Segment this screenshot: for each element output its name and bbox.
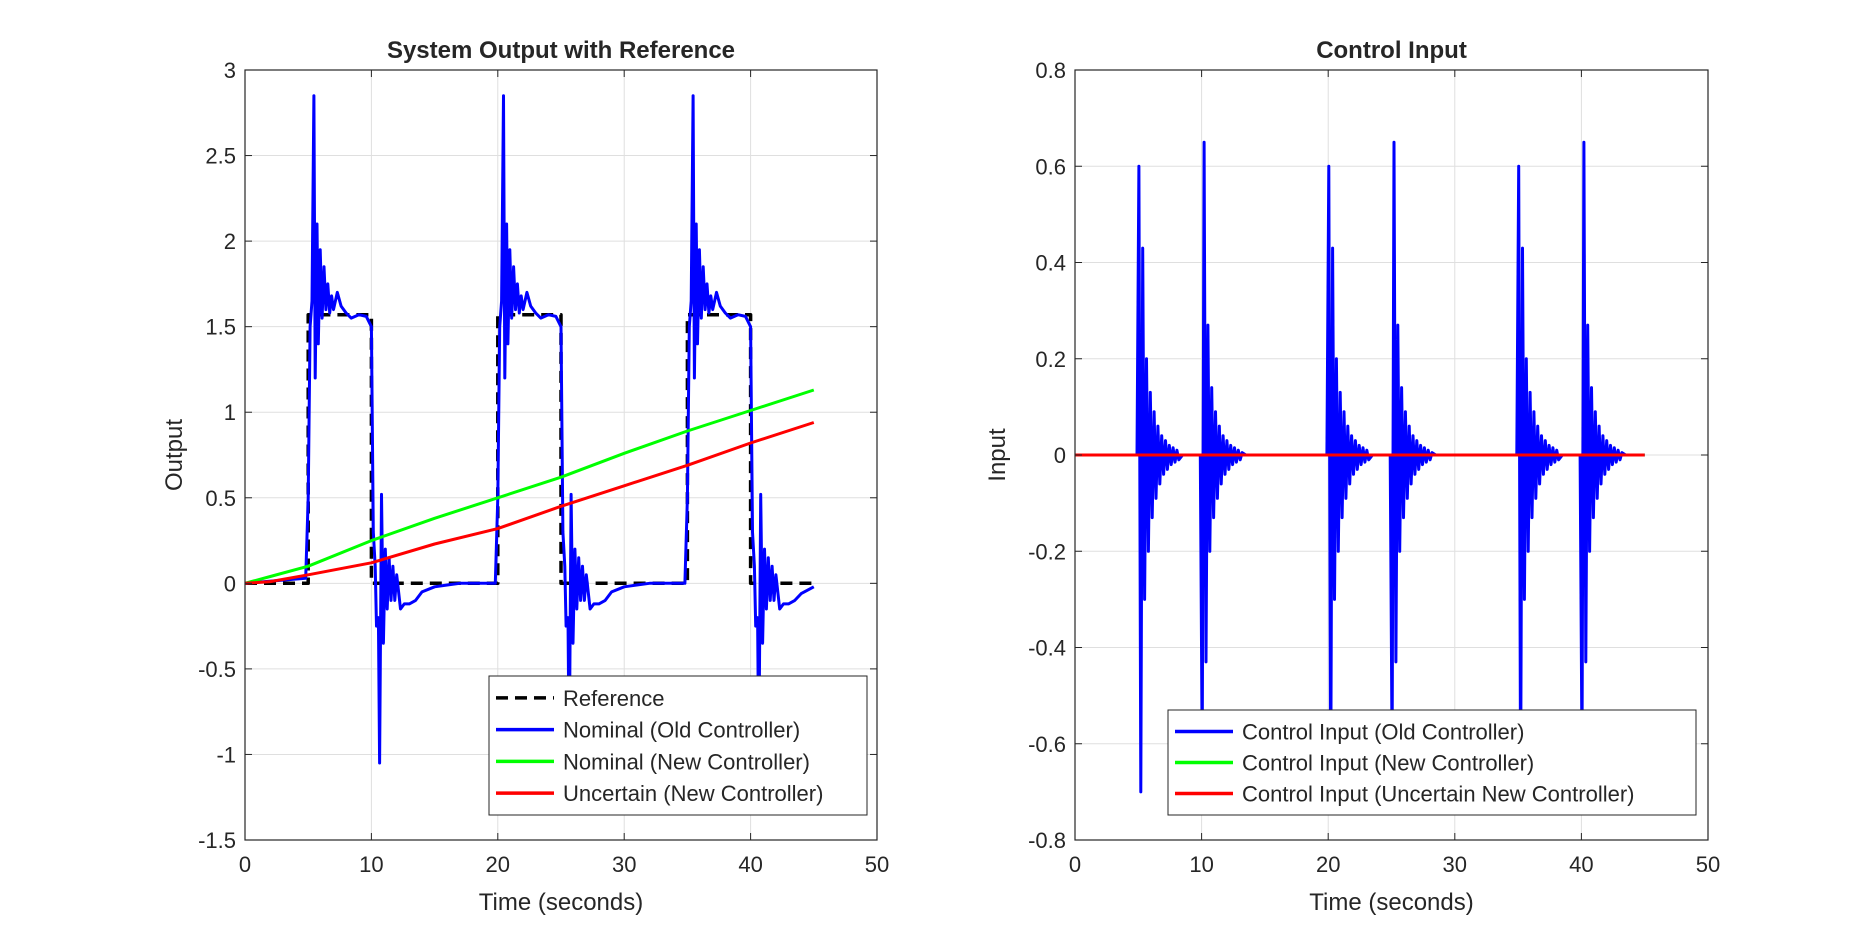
y-tick-label: 1.5 xyxy=(205,315,236,340)
y-tick-label: -0.4 xyxy=(1028,636,1066,661)
y-tick-label: -1 xyxy=(216,742,236,767)
series-group xyxy=(1075,140,1645,794)
x-tick-label: 10 xyxy=(1189,852,1213,877)
y-tick-label: -1.5 xyxy=(198,828,236,853)
x-tick-label: 30 xyxy=(1443,852,1467,877)
legend-label: Control Input (Old Controller) xyxy=(1242,720,1524,745)
x-tick-label: 40 xyxy=(738,852,762,877)
series-line-2 xyxy=(245,388,815,585)
y-tick-label: 0.6 xyxy=(1035,154,1066,179)
y-tick-label: -0.2 xyxy=(1028,539,1066,564)
x-tick-label: 50 xyxy=(865,852,889,877)
y-axis-label: Input xyxy=(984,428,1011,482)
y-tick-label: 1 xyxy=(224,400,236,425)
x-tick-label: 0 xyxy=(239,852,251,877)
series-line-3 xyxy=(245,421,815,585)
y-tick-label: 0 xyxy=(224,571,236,596)
y-tick-label: -0.5 xyxy=(198,657,236,682)
y-tick-label: 2 xyxy=(224,229,236,254)
y-tick-label: 0.4 xyxy=(1035,251,1066,276)
x-tick-label: 50 xyxy=(1696,852,1720,877)
legend-label: Uncertain (New Controller) xyxy=(563,781,823,806)
x-axis-label: Time (seconds) xyxy=(1309,889,1473,916)
x-tick-label: 20 xyxy=(486,852,510,877)
legend-label: Nominal (New Controller) xyxy=(563,749,810,774)
x-tick-label: 10 xyxy=(359,852,383,877)
x-tick-label: 0 xyxy=(1069,852,1081,877)
y-tick-label: 0 xyxy=(1054,443,1066,468)
x-tick-label: 30 xyxy=(612,852,636,877)
chart-title: Control Input xyxy=(1316,37,1467,64)
y-tick-label: -0.8 xyxy=(1028,828,1066,853)
legend-label: Nominal (Old Controller) xyxy=(563,718,800,743)
legend: Control Input (Old Controller) Control In… xyxy=(1167,709,1697,816)
x-tick-label: 20 xyxy=(1316,852,1340,877)
y-axis-label: Output xyxy=(161,419,188,491)
ticks: 0 10 20 30 40 50 -1.5 -1 -0.5 0 0.5 1 1.5 2 2.5 3 xyxy=(198,58,889,877)
series-line-1 xyxy=(245,94,815,765)
y-tick-label: 3 xyxy=(224,58,236,83)
y-tick-label: -0.6 xyxy=(1028,732,1066,757)
axes-box xyxy=(244,69,878,841)
y-tick-label: 0.2 xyxy=(1035,347,1066,372)
chart-0: 0 10 20 30 40 50 -1.5 -1 -0.5 0 0.5 1 1.5 2 2.5 3 System… xyxy=(161,37,889,916)
series-group xyxy=(245,94,815,765)
chart-1: 0 10 20 30 40 50 -0.8 -0.6 -0.4 -0.2 0 0.2 0.4 0.6 0.8… xyxy=(984,37,1720,916)
x-tick-label: 40 xyxy=(1569,852,1593,877)
y-tick-label: 2.5 xyxy=(205,144,236,169)
y-tick-label: 0.8 xyxy=(1035,58,1066,83)
y-tick-label: 0.5 xyxy=(205,486,236,511)
legend-box xyxy=(1167,709,1697,816)
legend-label: Control Input (Uncertain New Controller) xyxy=(1242,782,1635,807)
ticks: 0 10 20 30 40 50 -0.8 -0.6 -0.4 -0.2 0 0.2 0.4 0.6 0.8 xyxy=(1028,58,1720,877)
x-axis-label: Time (seconds) xyxy=(479,889,643,916)
legend-label: Reference xyxy=(563,686,665,711)
chart-title: System Output with Reference xyxy=(387,37,735,64)
legend: Reference Nominal (Old Controller) Nominal… xyxy=(488,675,868,816)
legend-label: Control Input (New Controller) xyxy=(1242,751,1534,776)
